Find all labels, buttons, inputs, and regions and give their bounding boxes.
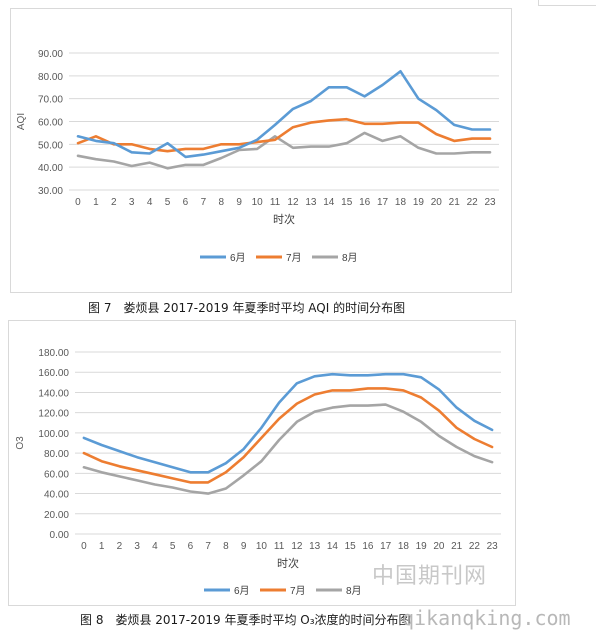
- legend-label-1: 6月: [234, 585, 250, 597]
- x-tick-label: 18: [395, 197, 407, 208]
- x-tick-label: 21: [451, 541, 463, 552]
- x-axis-title: 时次: [273, 212, 295, 226]
- frame-corner-decoration: [538, 0, 596, 6]
- x-tick-label: 20: [433, 541, 445, 552]
- x-tick-label: 4: [152, 541, 158, 552]
- x-tick-label: 14: [327, 541, 339, 552]
- x-tick-label: 15: [345, 541, 357, 552]
- y-tick-label: 60.00: [44, 469, 69, 480]
- x-tick-label: 0: [81, 541, 87, 552]
- x-tick-label: 19: [413, 197, 425, 208]
- x-tick-label: 15: [341, 197, 353, 208]
- x-tick-label: 18: [398, 541, 410, 552]
- y-tick-label: 80.00: [38, 72, 63, 83]
- x-tick-label: 17: [380, 541, 392, 552]
- legend-label-2: 7月: [286, 252, 302, 264]
- series-line-3: [82, 403, 494, 495]
- x-tick-label: 7: [201, 197, 207, 208]
- y-tick-label: 20.00: [44, 510, 69, 521]
- x-tick-label: 21: [449, 197, 461, 208]
- y-tick-label: 120.00: [38, 409, 69, 420]
- y-tick-label: 90.00: [38, 49, 63, 60]
- x-tick-label: 1: [99, 541, 105, 552]
- y-axis-title: AQI: [16, 113, 27, 130]
- y-tick-label: 60.00: [38, 118, 63, 129]
- y-tick-label: 40.00: [38, 163, 63, 174]
- y-tick-label: 0.00: [50, 530, 70, 541]
- aqi-chart-panel: 30.00 40.00 50.00 60.00 70.00 80.00 90.00 0 1 2 3 4…: [10, 8, 512, 293]
- x-tick-label: 3: [129, 197, 135, 208]
- x-tick-label: 10: [252, 197, 264, 208]
- x-tick-label: 7: [205, 541, 211, 552]
- watermark-url: qikanqking.com: [402, 606, 571, 630]
- legend-label-3: 8月: [346, 585, 362, 597]
- x-tick-label: 20: [431, 197, 443, 208]
- y-tick-label: 100.00: [38, 429, 69, 440]
- x-axis-title: 时次: [277, 556, 299, 570]
- x-tick-label: 9: [241, 541, 247, 552]
- x-tick-label: 1: [93, 197, 99, 208]
- x-tick-label: 9: [236, 197, 242, 208]
- y-axis-title: O3: [15, 436, 26, 450]
- x-tick-label: 8: [223, 541, 229, 552]
- o3-line-chart: 0.00 20.00 40.00 60.00 80.00 100.00 120.00 140.…: [15, 348, 501, 597]
- x-tick-label: 11: [270, 197, 281, 208]
- y-tick-label: 30.00: [38, 186, 63, 197]
- legend-label-3: 8月: [342, 252, 358, 264]
- x-tick-label: 2: [117, 541, 123, 552]
- series-line-2: [82, 387, 494, 484]
- x-tick-label: 6: [188, 541, 194, 552]
- watermark-text: 中国期刊网: [372, 564, 488, 589]
- x-tick-label: 16: [362, 541, 374, 552]
- x-tick-label: 10: [256, 541, 268, 552]
- series-line-1: [76, 69, 492, 159]
- x-tick-label: 2: [111, 197, 117, 208]
- x-tick-label: 0: [75, 197, 81, 208]
- legend-label-1: 6月: [230, 252, 246, 264]
- series-line-2: [76, 117, 492, 153]
- x-tick-label: 6: [183, 197, 189, 208]
- x-tick-label: 13: [309, 541, 321, 552]
- x-tick-label: 19: [416, 541, 428, 552]
- x-tick-label: 12: [291, 541, 303, 552]
- o3-chart-panel: 0.00 20.00 40.00 60.00 80.00 100.00 120.00 140.…: [8, 320, 516, 606]
- x-tick-label: 22: [467, 197, 479, 208]
- figure-8-caption: 图 8 娄烦县 2017-2019 年夏季时平均 O₃浓度的时间分布图: [80, 613, 411, 627]
- legend-label-2: 7月: [290, 585, 306, 597]
- y-tick-label: 180.00: [38, 348, 69, 359]
- y-tick-label: 80.00: [44, 449, 69, 460]
- x-tick-label: 23: [484, 197, 496, 208]
- x-tick-label: 22: [469, 541, 481, 552]
- x-tick-label: 11: [274, 541, 285, 552]
- y-tick-label: 50.00: [38, 140, 63, 151]
- y-tick-label: 140.00: [38, 388, 69, 399]
- x-tick-label: 17: [377, 197, 389, 208]
- x-tick-label: 4: [147, 197, 153, 208]
- x-tick-label: 23: [487, 541, 499, 552]
- x-tick-label: 8: [219, 197, 225, 208]
- x-tick-label: 5: [170, 541, 176, 552]
- figure-7-caption: 图 7 娄烦县 2017-2019 年夏季时平均 AQI 的时间分布图: [88, 301, 406, 315]
- x-tick-label: 13: [305, 197, 317, 208]
- x-tick-label: 5: [165, 197, 171, 208]
- x-tick-label: 16: [359, 197, 371, 208]
- series-line-1: [82, 372, 494, 474]
- x-tick-label: 14: [323, 197, 335, 208]
- series-line-3: [76, 131, 492, 170]
- y-tick-label: 70.00: [38, 95, 63, 106]
- y-tick-label: 40.00: [44, 490, 69, 501]
- x-tick-label: 3: [134, 541, 140, 552]
- x-tick-label: 12: [287, 197, 299, 208]
- y-tick-label: 160.00: [38, 368, 69, 379]
